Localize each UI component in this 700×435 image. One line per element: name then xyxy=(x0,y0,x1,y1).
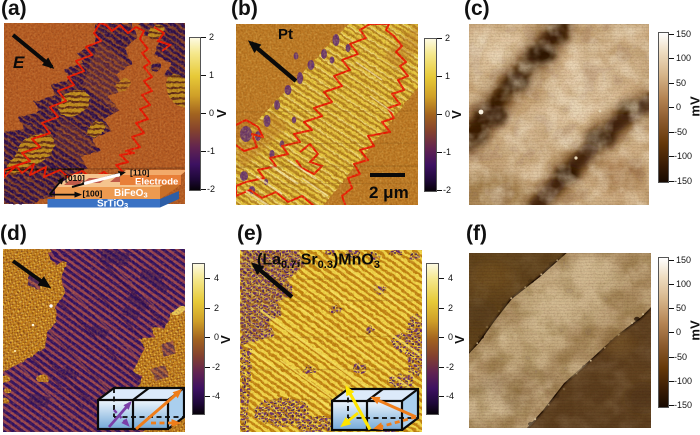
svg-text:BiFeO3: BiFeO3 xyxy=(114,188,148,200)
svg-text:[100]: [100] xyxy=(83,189,103,199)
svg-text:Pt: Pt xyxy=(278,26,293,43)
svg-text:[010]: [010] xyxy=(65,173,85,183)
svg-text:2 μm: 2 μm xyxy=(369,183,409,202)
svg-text:SrTiO3: SrTiO3 xyxy=(97,199,128,209)
svg-text:Electrode: Electrode xyxy=(135,177,178,188)
svg-text:E: E xyxy=(13,53,25,72)
svg-text:[110]: [110] xyxy=(130,168,150,178)
